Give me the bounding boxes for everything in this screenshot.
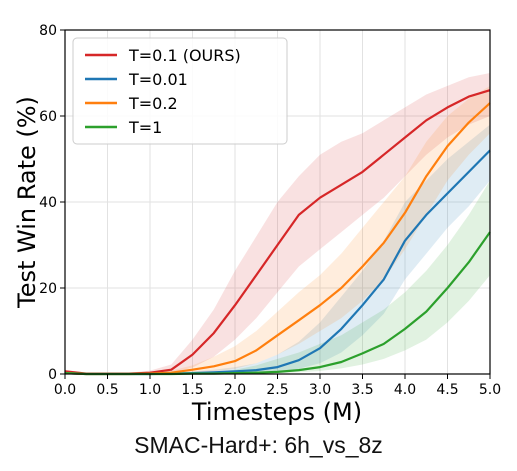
y-tick-label: 40 bbox=[39, 195, 57, 211]
confidence-bands bbox=[65, 73, 490, 375]
x-tick-label: 3.5 bbox=[351, 382, 373, 398]
y-tick-label: 80 bbox=[39, 23, 57, 39]
x-axis-ticks: 0.0 0.5 1.0 1.5 2.0 2.5 3.0 3.5 4.0 4.5 5.0 bbox=[54, 374, 501, 398]
x-tick-label: 2.5 bbox=[266, 382, 288, 398]
legend-label: T=0.01 bbox=[128, 70, 188, 89]
x-tick-label: 4.0 bbox=[394, 382, 416, 398]
y-tick-label: 0 bbox=[48, 367, 57, 383]
y-tick-label: 20 bbox=[39, 281, 57, 297]
x-tick-label: 5.0 bbox=[479, 382, 501, 398]
confidence-band-2 bbox=[65, 124, 490, 374]
x-tick-label: 0.5 bbox=[96, 382, 118, 398]
x-tick-label: 1.5 bbox=[181, 382, 203, 398]
x-tick-label: 0.0 bbox=[54, 382, 76, 398]
x-tick-label: 2.0 bbox=[224, 382, 246, 398]
x-tick-label: 3.0 bbox=[309, 382, 331, 398]
x-axis-label: Timesteps (M) bbox=[191, 398, 362, 426]
confidence-band-1 bbox=[65, 73, 490, 374]
confidence-band-4 bbox=[65, 180, 490, 374]
x-tick-label: 4.5 bbox=[436, 382, 458, 398]
legend-label: T=0.1 (OURS) bbox=[128, 46, 241, 65]
legend-label: T=1 bbox=[128, 118, 162, 137]
figure-caption: SMAC-Hard+: 6h_vs_8z bbox=[134, 432, 383, 458]
legend-label: T=0.2 bbox=[128, 94, 178, 113]
confidence-band-3 bbox=[65, 85, 490, 375]
y-tick-label: 60 bbox=[39, 109, 57, 125]
y-axis-ticks: 0 20 40 60 80 bbox=[39, 23, 65, 383]
chart: 0.0 0.5 1.0 1.5 2.0 2.5 3.0 3.5 4.0 4.5 5.0 0 20 40 6… bbox=[13, 23, 501, 426]
legend: T=0.1 (OURS) T=0.01 T=0.2 T=1 bbox=[72, 37, 288, 145]
y-axis-label: Test Win Rate (%) bbox=[13, 96, 41, 309]
x-tick-label: 1.0 bbox=[139, 382, 161, 398]
legend-box bbox=[72, 37, 288, 145]
